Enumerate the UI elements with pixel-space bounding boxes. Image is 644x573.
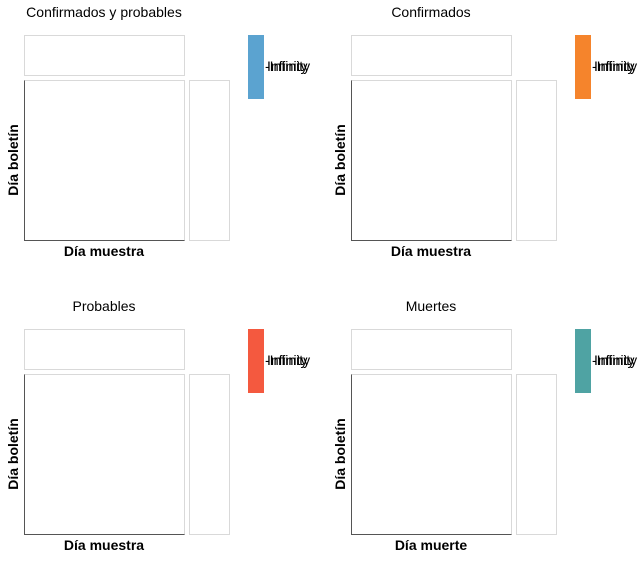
right-marginal-plot (189, 80, 230, 241)
chart-panel-probables: Probables Día muestra Día boletín Infini… (0, 294, 322, 573)
legend-label-infinity: Infinity (267, 352, 308, 368)
chart-panel-confirmados-y-probables: Confirmados y probables Día muestra Día … (0, 0, 322, 279)
right-marginal-plot (516, 374, 557, 535)
right-marginal-plot (189, 374, 230, 535)
chart-panel-confirmados: Confirmados Día muestra Día boletín Infi… (327, 0, 644, 279)
legend-color-bar (248, 329, 264, 393)
chart-title: Confirmados (391, 4, 471, 20)
heatmap-area (24, 80, 185, 241)
chart-title: Confirmados y probables (26, 4, 182, 20)
chart-title: Muertes (405, 298, 457, 314)
y-axis-label: Día boletín (332, 418, 348, 490)
legend-label-neg-infinity: -Infinity (265, 58, 311, 74)
x-axis-label: Día muestra (63, 537, 145, 553)
heatmap-area (351, 374, 512, 535)
legend-label-neg-infinity: -Infinity (592, 352, 638, 368)
legend-label-neg-infinity: -Infinity (265, 352, 311, 368)
right-marginal-plot (516, 80, 557, 241)
legend-color-bar (575, 329, 591, 393)
chart-title: Probables (72, 298, 136, 314)
legend-color-bar (575, 35, 591, 99)
legend-label-infinity: Infinity (594, 58, 635, 74)
heatmap-area (24, 374, 185, 535)
y-axis-label: Día boletín (5, 418, 21, 490)
x-axis-label: Día muestra (390, 243, 472, 259)
x-axis-label: Día muestra (63, 243, 145, 259)
top-marginal-plot (351, 329, 512, 370)
top-marginal-plot (351, 35, 512, 76)
legend-label-infinity: Infinity (594, 352, 635, 368)
x-axis-label: Día muerte (394, 537, 468, 553)
chart-panel-muertes: Muertes Día muerte Día boletín Infinity … (327, 294, 644, 573)
top-marginal-plot (24, 329, 185, 370)
legend-label-infinity: Infinity (267, 58, 308, 74)
legend-color-bar (248, 35, 264, 99)
y-axis-label: Día boletín (332, 124, 348, 196)
heatmap-area (351, 80, 512, 241)
legend-label-neg-infinity: -Infinity (592, 58, 638, 74)
y-axis-label: Día boletín (5, 124, 21, 196)
top-marginal-plot (24, 35, 185, 76)
